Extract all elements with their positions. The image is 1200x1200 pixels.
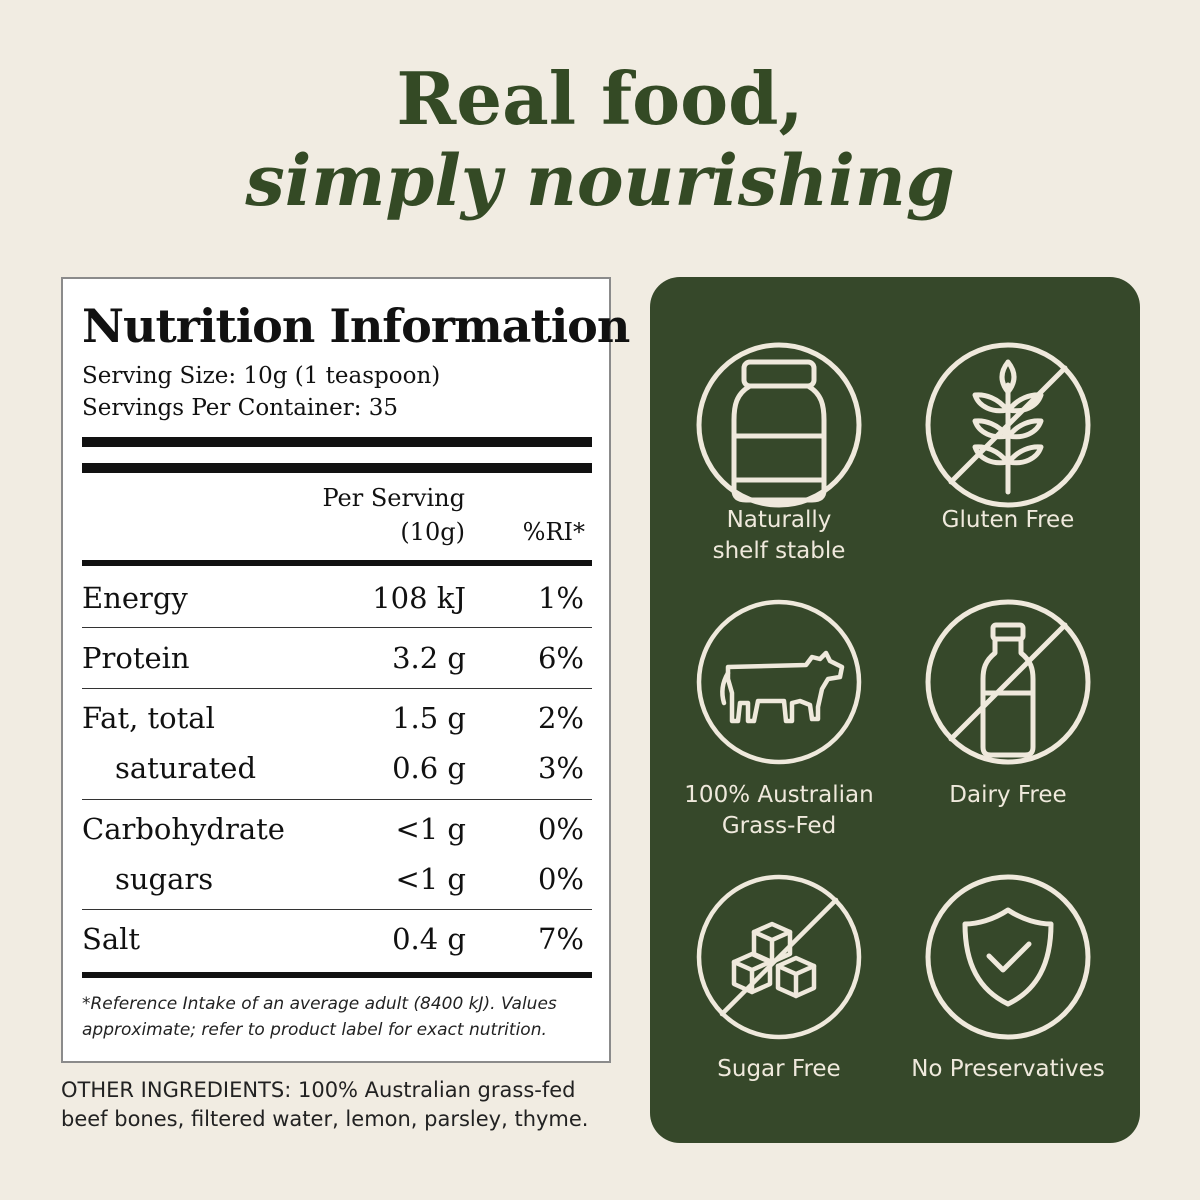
table-row: Protein 3.2 g 6% bbox=[82, 641, 592, 689]
feature-label: Gluten Free bbox=[941, 507, 1075, 533]
wheat-crossed-icon bbox=[923, 340, 1093, 510]
nutrient-ri: 3% bbox=[537, 751, 584, 785]
ingredients-line-2: beef bones, filtered water, lemon, parsl… bbox=[61, 1107, 589, 1131]
footnote: *Reference Intake of an average adult (8… bbox=[82, 991, 592, 1043]
feature-label: Sugar Free bbox=[717, 1056, 841, 1082]
milk-bottle-crossed-icon bbox=[923, 597, 1093, 767]
shield-check-icon bbox=[923, 872, 1093, 1042]
nutrition-title: Nutrition Information bbox=[82, 299, 630, 353]
nutrient-ri: 7% bbox=[537, 922, 584, 956]
headline-line-2: simply nourishing bbox=[245, 139, 955, 222]
table-row: Fat, total 1.5 g 2% bbox=[82, 701, 592, 749]
col-header-ri: %RI* bbox=[522, 518, 585, 546]
thick-divider bbox=[82, 437, 592, 447]
nutrient-name: saturated bbox=[115, 751, 257, 785]
table-row: Carbohydrate <1 g 0% bbox=[82, 812, 592, 860]
row-divider bbox=[82, 627, 592, 628]
row-divider bbox=[82, 799, 592, 800]
headline: Real food, simply nourishing bbox=[0, 58, 1200, 222]
col-header-per-serving: Per Serving bbox=[322, 484, 465, 512]
nutrition-panel: Nutrition Information Serving Size: 10g … bbox=[61, 277, 630, 1063]
nutrient-name: Energy bbox=[82, 581, 188, 615]
feature-label: Naturally shelf stable bbox=[712, 507, 846, 564]
nutrient-value: <1 g bbox=[395, 862, 466, 896]
table-row: saturated 0.6 g 3% bbox=[82, 751, 592, 799]
nutrient-ri: 1% bbox=[537, 581, 584, 615]
nutrient-value: <1 g bbox=[395, 812, 466, 846]
nutrient-value: 0.4 g bbox=[392, 922, 466, 956]
feature-label: Dairy Free bbox=[949, 782, 1067, 808]
col-header-serving-size: (10g) bbox=[400, 518, 465, 546]
nutrient-name: Salt bbox=[82, 922, 141, 956]
footnote-line-1: *Reference Intake of an average adult (8… bbox=[82, 994, 557, 1014]
headline-line-1: Real food, bbox=[396, 56, 804, 141]
nutrient-name: Protein bbox=[82, 641, 190, 675]
nutrient-name: Fat, total bbox=[82, 701, 215, 735]
table-row: sugars <1 g 0% bbox=[82, 862, 592, 910]
nutrient-ri: 0% bbox=[537, 862, 584, 896]
servings-per-container: Servings Per Container: 35 bbox=[82, 395, 399, 421]
row-divider bbox=[82, 909, 592, 910]
header-divider bbox=[82, 560, 592, 566]
ingredients-line-1: OTHER INGREDIENTS: 100% Australian grass… bbox=[61, 1078, 576, 1102]
nutrient-ri: 6% bbox=[537, 641, 584, 675]
thick-divider bbox=[82, 463, 592, 473]
sugar-cubes-crossed-icon bbox=[694, 872, 864, 1042]
table-row: Energy 108 kJ 1% bbox=[82, 581, 592, 629]
nutrient-ri: 0% bbox=[537, 812, 584, 846]
nutrient-value: 1.5 g bbox=[392, 701, 466, 735]
feature-label: No Preservatives bbox=[911, 1056, 1105, 1082]
nutrient-name: Carbohydrate bbox=[82, 812, 285, 846]
bottom-divider bbox=[82, 972, 592, 978]
row-divider bbox=[82, 688, 592, 689]
features-card: Naturally shelf stable Gluten Free 100% bbox=[650, 277, 1140, 1143]
nutrient-value: 108 kJ bbox=[372, 581, 466, 615]
footnote-line-2: approximate; refer to product label for … bbox=[82, 1020, 547, 1040]
jar-icon bbox=[694, 340, 864, 510]
feature-label: 100% Australian Grass-Fed bbox=[684, 782, 874, 839]
nutrient-value: 3.2 g bbox=[392, 641, 466, 675]
nutrient-ri: 2% bbox=[537, 701, 584, 735]
nutrient-value: 0.6 g bbox=[392, 751, 466, 785]
nutrient-name: sugars bbox=[115, 862, 214, 896]
table-row: Salt 0.4 g 7% bbox=[82, 922, 592, 970]
ingredients-text: OTHER INGREDIENTS: 100% Australian grass… bbox=[61, 1076, 621, 1134]
serving-size: Serving Size: 10g (1 teaspoon) bbox=[82, 363, 441, 389]
cow-icon bbox=[694, 597, 864, 767]
